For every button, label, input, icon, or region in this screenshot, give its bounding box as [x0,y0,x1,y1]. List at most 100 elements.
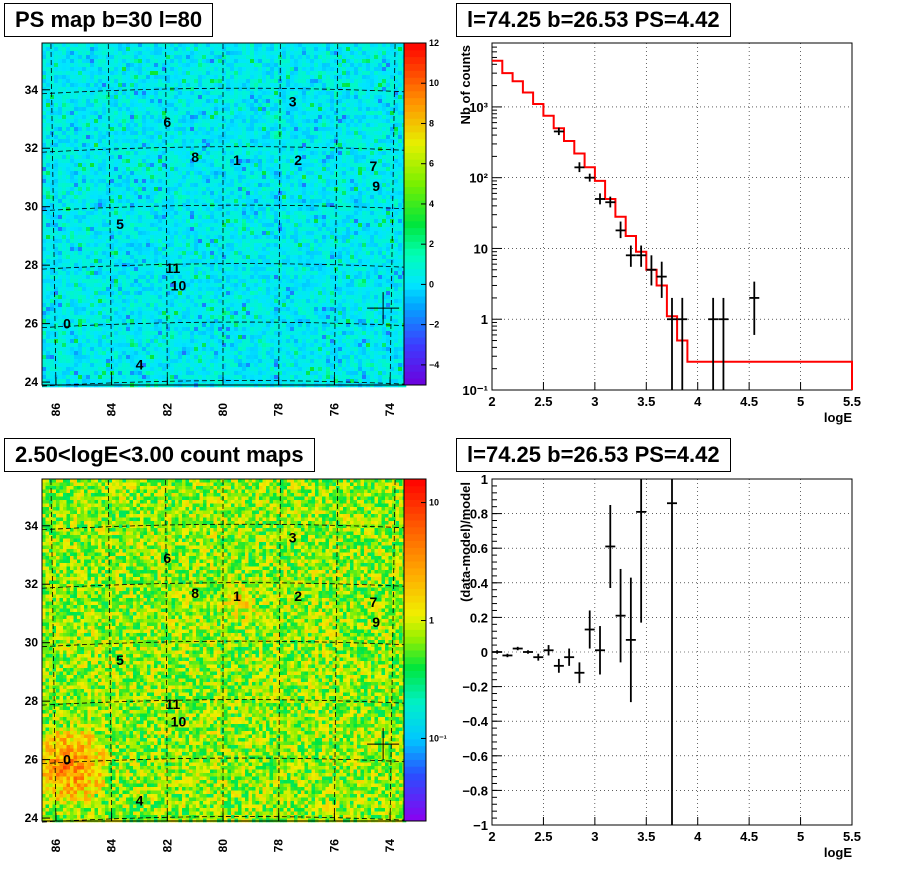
residual-point [523,650,533,654]
y-tick-label: 0.6 [470,541,488,556]
y-tick-label: 0.8 [470,507,488,522]
lon-gridline [50,478,57,822]
colorbar-tick-label: −2 [429,320,439,330]
residual-point [553,658,564,673]
x-tick-label: 2 [488,829,495,844]
x-tick-label: 2.5 [534,829,552,844]
lon-gridline [50,42,57,386]
map1-title: PS map b=30 l=80 [4,3,214,37]
lon-tick-label: 86 [49,839,63,853]
y-tick-label: 0.4 [470,576,489,591]
lon-gridline [278,478,281,822]
lat-tick-label: 34 [25,519,39,533]
lat-tick-label: 30 [25,636,39,650]
lon-gridline [389,42,396,386]
lat-tick-label: 28 [25,694,39,708]
spectrum-ylabel: Nb of counts [458,45,473,124]
lon-tick-label: 84 [105,839,119,853]
residual-point [615,568,626,663]
y-tick-label: 1 [481,312,488,327]
data-point [667,297,677,390]
data-point [584,173,595,182]
y-tick-label: 10² [469,171,488,186]
x-tick-label: 3 [591,829,598,844]
source-label: 6 [163,550,171,566]
map-coordinate-grid [41,42,405,387]
x-tick-label: 4.5 [740,829,758,844]
colorbar-tick-label: 6 [429,159,434,169]
lat-tick-label: 30 [25,200,39,214]
lat-gridline [41,816,405,823]
source-label: 2 [294,588,302,604]
colorbar-tick-label: 12 [429,38,439,48]
lon-tick-label: 78 [272,403,286,417]
lon-gridline [165,42,168,386]
source-label: 10 [171,278,187,294]
source-label: 7 [369,158,377,174]
source-label: 9 [372,614,380,630]
residual-point [533,653,544,661]
source-position-marker [367,292,400,325]
colorbar-tick-label: 0 [429,279,434,289]
map-coordinate-grid [41,478,405,823]
source-label: 4 [136,357,144,373]
colorbar-tick-label: −4 [429,360,439,370]
lon-tick-label: 80 [216,403,230,417]
data-point [625,245,636,267]
x-tick-label: 3.5 [637,394,655,409]
lat-tick-label: 26 [25,317,39,331]
lat-gridline [41,146,405,153]
data-point [677,297,688,390]
colorbar-tick-label: 10 [429,78,439,88]
source-label: 0 [63,316,71,332]
lat-tick-label: 28 [25,258,39,272]
model-histogram [492,59,853,390]
source-label: 2 [294,152,302,168]
source-label: 3 [289,93,297,109]
lat-gridline [41,263,405,270]
lon-gridline [107,478,113,822]
residual-point [574,662,585,684]
residual-point [595,626,605,675]
y-tick-label: 10⁻¹ [462,383,488,398]
lon-tick-label: 78 [272,839,286,853]
residual-point [543,645,554,656]
colorbar-tick-label: 4 [429,199,434,209]
residual-ylabel: (data-model)/model [458,482,473,602]
source-label: 11 [165,696,180,712]
residual-point [625,577,636,703]
residual-title: l=74.25 b=26.53 PS=4.42 [456,438,731,472]
source-label: 11 [165,260,180,276]
residual-point [605,504,616,588]
y-tick-label: −0.8 [462,783,488,798]
lat-tick-label: 24 [25,375,39,389]
y-tick-label: −0.6 [462,749,488,764]
colorbar-frame [403,42,427,386]
y-tick-label: 10³ [469,100,488,115]
lat-gridline [41,582,405,589]
residual-point [492,650,503,654]
x-tick-label: 3 [591,394,598,409]
data-point [605,196,616,208]
x-tick-label: 5 [797,394,804,409]
data-point [553,127,564,136]
source-label: 8 [191,149,199,165]
lat-tick-label: 24 [25,811,39,825]
source-label: 4 [136,793,144,809]
colorbar-tick-label: 8 [429,118,434,128]
data-point [656,261,667,298]
lon-tick-label: 84 [105,403,119,417]
y-tick-label: −0.4 [462,714,488,729]
lat-tick-label: 32 [25,141,39,155]
colorbar-tick-label: 10⁻¹ [429,733,447,743]
data-point [749,281,760,335]
source-label: 8 [191,585,199,601]
data-point [646,255,657,286]
source-label: 7 [369,594,377,610]
x-tick-label: 5 [797,829,804,844]
data-point [615,221,626,239]
x-tick-label: 4 [694,829,702,844]
source-label: 6 [163,114,171,130]
residual-point [667,479,677,825]
